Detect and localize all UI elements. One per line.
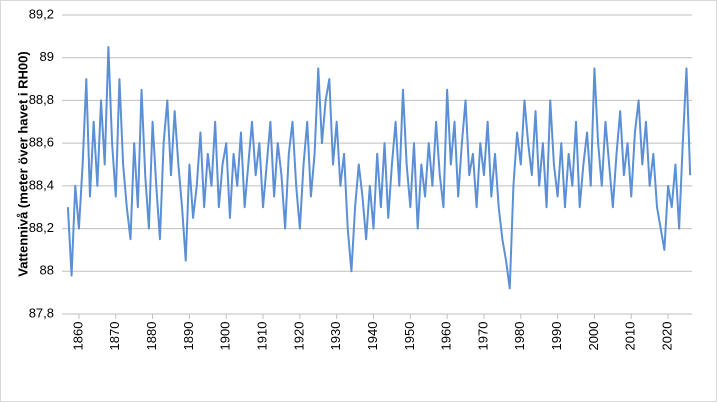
y-tick-label: 87,8 (29, 305, 54, 320)
x-tick-label: 1940 (365, 322, 380, 351)
x-tick-label: 1910 (254, 322, 269, 351)
y-tick-label: 88,6 (29, 135, 54, 150)
x-tick-label: 2010 (623, 322, 638, 351)
y-tick-label: 88,8 (29, 92, 54, 107)
x-tick-label: 1980 (512, 322, 527, 351)
y-tick-label: 88 (40, 263, 54, 278)
x-tick-label: 1870 (107, 322, 122, 351)
x-tick-label: 1950 (402, 322, 417, 351)
x-tick-label: 1970 (475, 322, 490, 351)
x-tick-label: 1860 (70, 322, 85, 351)
x-tick-label: 1900 (218, 322, 233, 351)
x-tick-label: 1960 (439, 322, 454, 351)
data-line (66, 46, 692, 290)
y-axis-label: Vattennivå (meter över havet i RH00) (15, 51, 30, 276)
x-tick-label: 2020 (660, 322, 675, 351)
x-tick-label: 2000 (586, 322, 601, 351)
y-tick-label: 88,2 (29, 220, 54, 235)
x-tick-label: 1990 (549, 322, 564, 351)
x-tick-label: 1930 (328, 322, 343, 351)
x-tick-label: 1920 (291, 322, 306, 351)
y-tick-label: 88,4 (29, 177, 54, 192)
y-tick-label: 89 (40, 49, 54, 64)
x-tick-label: 1890 (181, 322, 196, 351)
x-tick-label: 1880 (144, 322, 159, 351)
y-tick-label: 89,2 (29, 6, 54, 21)
